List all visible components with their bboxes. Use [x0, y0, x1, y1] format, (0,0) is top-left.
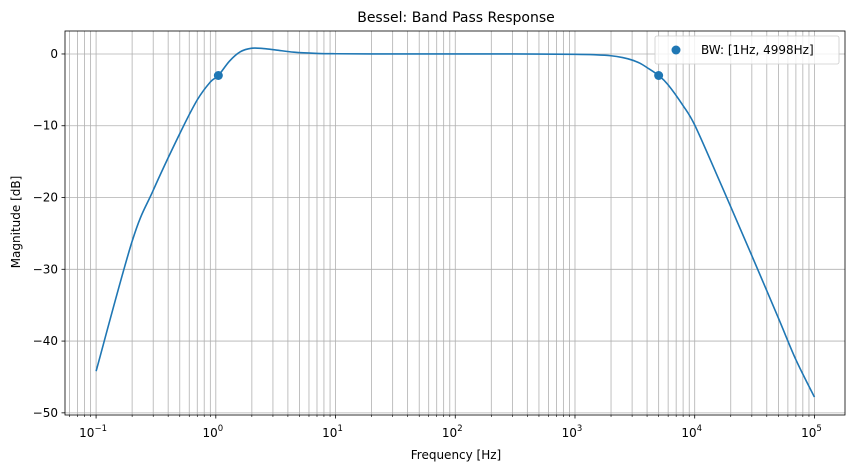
magnitude-response-line	[95, 47, 816, 398]
y-tick-label: −20	[33, 191, 58, 205]
bandwidth-marker	[654, 71, 664, 81]
chart-title: Bessel: Band Pass Response	[357, 10, 555, 26]
tick-layer: 10−1 100 101 102 103 104 105 0 −10 −20 −30 −40 −50	[33, 47, 822, 440]
y-tick-label: −10	[33, 119, 58, 133]
x-tick-label: 101	[322, 424, 343, 440]
y-tick-label: −30	[33, 262, 58, 276]
x-tick-label: 105	[801, 424, 822, 440]
y-tick-label: −50	[33, 406, 58, 420]
legend-box	[654, 35, 840, 65]
major-grid	[65, 31, 845, 415]
x-tick-label: 102	[442, 424, 463, 440]
legend-label: BW: [1Hz, 4998Hz]	[701, 43, 814, 57]
x-tick-label: 100	[202, 424, 223, 440]
legend-marker	[671, 45, 681, 55]
y-tick-label: 0	[50, 47, 58, 61]
legend: BW: [1Hz, 4998Hz]	[654, 35, 840, 65]
x-axis-title: Frequency [Hz]	[411, 448, 502, 462]
minor-grid	[69, 31, 810, 415]
bandwidth-marker	[213, 71, 223, 81]
series-layer	[95, 47, 816, 398]
x-tick-label: 103	[562, 424, 583, 440]
x-tick-label: 104	[681, 424, 702, 440]
x-tick-label: 10−1	[79, 424, 107, 440]
y-axis-title: Magnitude [dB]	[9, 176, 23, 269]
y-tick-label: −40	[33, 334, 58, 348]
